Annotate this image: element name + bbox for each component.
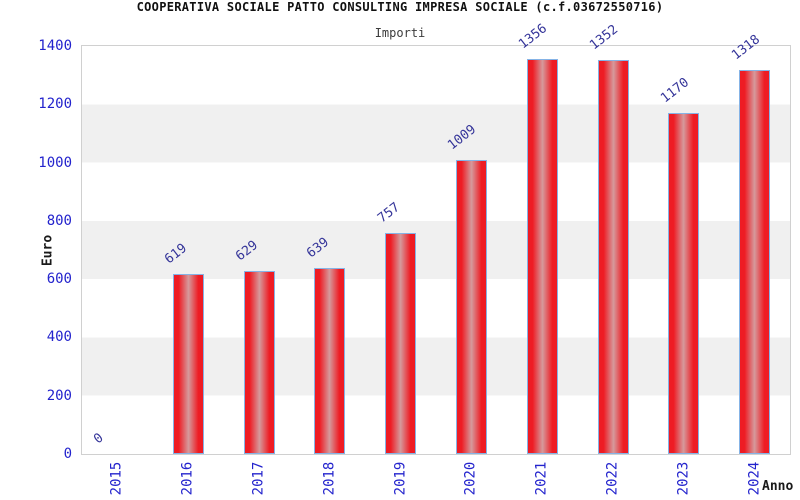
bar bbox=[244, 271, 275, 454]
x-tick-label: 2023 bbox=[675, 461, 692, 496]
bar bbox=[668, 113, 699, 454]
x-tick-label: 2021 bbox=[533, 461, 550, 496]
x-tick-label: 2024 bbox=[746, 461, 763, 496]
x-axis-title: Anno bbox=[762, 479, 794, 494]
y-tick-label: 800 bbox=[46, 212, 72, 229]
x-tick-label: 2016 bbox=[179, 461, 196, 496]
y-tick-label: 200 bbox=[46, 387, 72, 404]
y-tick-label: 600 bbox=[46, 271, 72, 288]
x-tick-label: 2022 bbox=[604, 461, 621, 496]
x-tick-label: 2020 bbox=[462, 461, 479, 496]
x-tick-label: 2018 bbox=[321, 461, 338, 496]
y-tick-label: 1200 bbox=[38, 96, 72, 113]
x-tick-label: 2015 bbox=[108, 461, 125, 496]
bar bbox=[739, 70, 770, 454]
bar bbox=[598, 60, 629, 454]
bar bbox=[527, 59, 558, 454]
y-tick-label: 1400 bbox=[38, 38, 72, 54]
bar bbox=[173, 274, 204, 454]
bar bbox=[314, 268, 345, 454]
bar bbox=[456, 160, 487, 454]
y-tick-label: 0 bbox=[63, 446, 72, 462]
bar bbox=[385, 233, 416, 454]
chart-subtitle: Importi bbox=[374, 26, 426, 40]
x-tick-label: 2019 bbox=[392, 461, 409, 496]
x-tick-label: 2017 bbox=[250, 461, 267, 496]
y-tick-label: 400 bbox=[46, 329, 72, 346]
y-tick-label: 1000 bbox=[38, 154, 72, 171]
chart-title: COOPERATIVA SOCIALE PATTO CONSULTING IMP… bbox=[136, 0, 664, 14]
